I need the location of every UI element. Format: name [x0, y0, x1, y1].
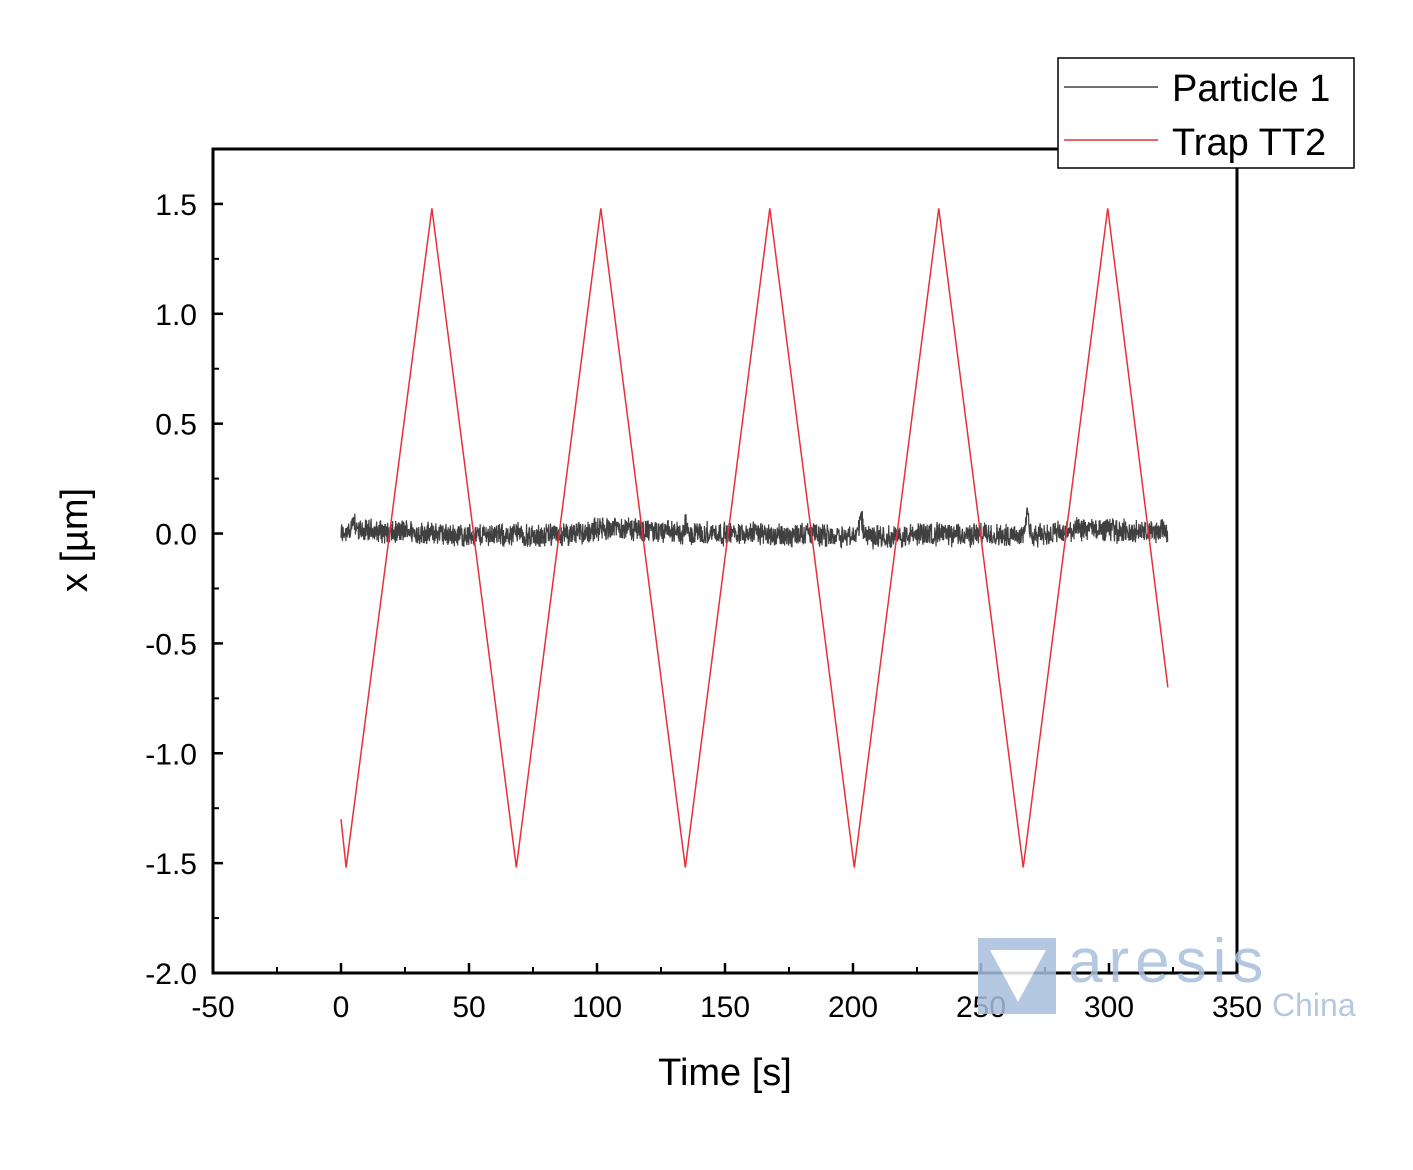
x-axis-title: Time [s] — [658, 1052, 792, 1094]
y-tick-label: 0.0 — [155, 519, 197, 552]
y-tick-label: -0.5 — [145, 628, 197, 661]
x-tick-label: 150 — [700, 991, 750, 1024]
x-tick-label: -50 — [191, 991, 234, 1024]
x-tick-label: 100 — [572, 991, 622, 1024]
x-tick-label: 50 — [452, 991, 485, 1024]
x-axis-ticks: -50050100150200250300350 — [191, 963, 1262, 1024]
watermark-sub: China — [1272, 987, 1356, 1023]
legend-label-trap-tt2: Trap TT2 — [1172, 122, 1326, 164]
y-axis-ticks: -2.0 -1.5 -1.0 -0.5 0.0 0.5 1.0 1.5 — [145, 189, 223, 991]
x-tick-label: 200 — [828, 991, 878, 1024]
watermark-logo: aresis China — [978, 927, 1356, 1023]
y-tick-label: 0.5 — [155, 409, 197, 442]
y-tick-label: 1.0 — [155, 299, 197, 332]
series-particle-1-line — [340, 507, 1169, 550]
y-tick-label: 1.5 — [155, 189, 197, 222]
legend: Particle 1 Trap TT2 — [1057, 57, 1355, 169]
series-layer — [340, 208, 1169, 868]
legend-box — [1057, 57, 1355, 169]
y-tick-label: -1.5 — [145, 848, 197, 881]
y-axis-title: x [µm] — [54, 488, 96, 592]
watermark-brand: aresis — [1068, 927, 1269, 996]
y-tick-label: -1.0 — [145, 738, 197, 771]
x-tick-label: 300 — [1084, 991, 1134, 1024]
x-tick-label: 0 — [333, 991, 350, 1024]
x-tick-label: 350 — [1212, 991, 1262, 1024]
y-tick-label: -2.0 — [145, 958, 197, 991]
series-trap-tt2-line — [340, 208, 1169, 868]
watermark-logo-cutout — [990, 950, 1046, 1002]
legend-label-particle-1: Particle 1 — [1172, 68, 1330, 110]
